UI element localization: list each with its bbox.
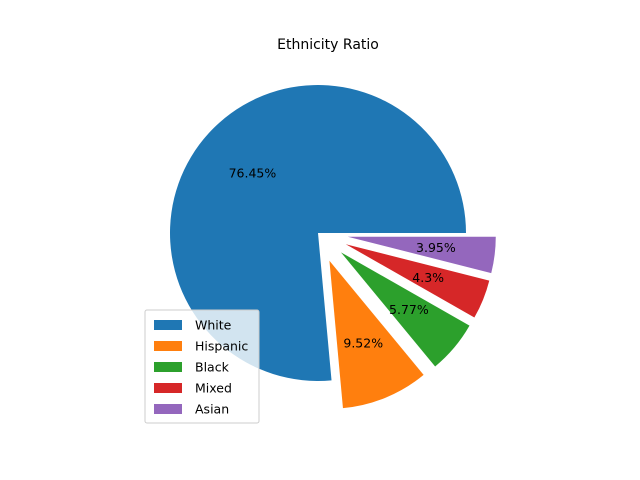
legend-swatch-mixed bbox=[154, 383, 182, 393]
legend-label-black: Black bbox=[195, 360, 230, 375]
slice-label-asian: 3.95% bbox=[416, 240, 456, 255]
pie-slice-asian bbox=[347, 236, 496, 274]
chart-title: Ethnicity Ratio bbox=[277, 37, 379, 53]
pie-slice-black bbox=[340, 252, 470, 367]
legend-swatch-white bbox=[154, 320, 182, 330]
pie-slice-white bbox=[170, 85, 466, 381]
legend-label-asian: Asian bbox=[195, 402, 229, 417]
pie-slices bbox=[170, 85, 496, 409]
slice-label-hispanic: 9.52% bbox=[343, 335, 383, 350]
pie-slice-hispanic bbox=[329, 260, 424, 409]
legend: White Hispanic Black Mixed Asian bbox=[144, 309, 260, 424]
legend-label-white: White bbox=[195, 318, 232, 333]
slice-label-mixed: 4.3% bbox=[412, 270, 444, 285]
legend-label-hispanic: Hispanic bbox=[195, 339, 248, 354]
slice-label-white: 76.45% bbox=[229, 166, 277, 181]
pie-slice-mixed bbox=[345, 244, 490, 318]
legend-box bbox=[144, 309, 260, 424]
slice-label-black: 5.77% bbox=[389, 302, 429, 317]
slice-value-labels: 76.45% 9.52% 5.77% 4.3% 3.95% bbox=[229, 166, 456, 351]
legend-swatch-hispanic bbox=[154, 341, 182, 351]
legend-swatch-black bbox=[154, 362, 182, 372]
legend-label-mixed: Mixed bbox=[195, 381, 232, 396]
legend-swatch-asian bbox=[154, 404, 182, 414]
